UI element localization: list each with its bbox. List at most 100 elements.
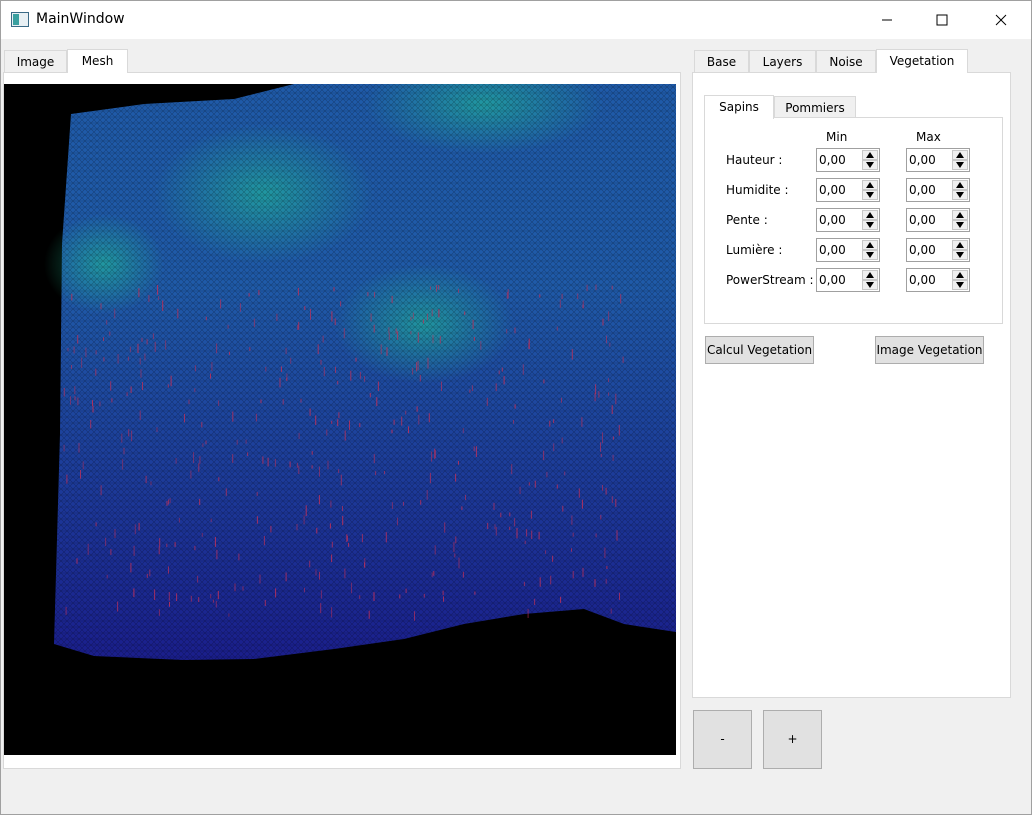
spin-down-button[interactable]	[862, 220, 878, 230]
title-bar[interactable]: MainWindow	[1, 1, 1031, 39]
tab-pommiers[interactable]: Pommiers	[774, 96, 856, 119]
terrain-wireframe	[54, 84, 676, 660]
spin-down-button[interactable]	[952, 190, 968, 200]
tab-sapins[interactable]: Sapins	[704, 95, 774, 119]
arrow-down-icon	[956, 252, 964, 258]
param-label: Humidite :	[726, 183, 789, 197]
spinbox-value: 0,00	[909, 153, 936, 167]
arrow-down-icon	[866, 222, 874, 228]
spinbox-arrows	[862, 180, 878, 200]
spin-up-button[interactable]	[862, 180, 878, 190]
spinbox-arrows	[862, 270, 878, 290]
spin-up-button[interactable]	[952, 150, 968, 160]
tab-noise[interactable]: Noise	[816, 50, 876, 73]
spinbox-arrows	[862, 210, 878, 230]
spinbox-value: 0,00	[909, 213, 936, 227]
param-max-spinbox[interactable]: 0,00	[906, 268, 970, 292]
mesh-viewport[interactable]	[4, 84, 676, 755]
spin-up-button[interactable]	[862, 210, 878, 220]
spin-down-button[interactable]	[862, 190, 878, 200]
maximize-icon	[936, 14, 948, 26]
spinbox-value: 0,00	[819, 273, 846, 287]
arrow-up-icon	[956, 272, 964, 278]
arrow-down-icon	[866, 252, 874, 258]
image-vegetation-button[interactable]: Image Vegetation	[875, 336, 984, 364]
spinbox-arrows	[862, 150, 878, 170]
minimize-icon	[882, 19, 892, 21]
zoom-out-button[interactable]: -	[693, 710, 752, 769]
terrain-mesh-render	[44, 84, 676, 660]
spinbox-arrows	[952, 270, 968, 290]
arrow-down-icon	[956, 192, 964, 198]
spinbox-value: 0,00	[819, 153, 846, 167]
calcul-vegetation-button[interactable]: Calcul Vegetation	[705, 336, 814, 364]
arrow-up-icon	[866, 152, 874, 158]
arrow-up-icon	[956, 242, 964, 248]
spinbox-arrows	[952, 180, 968, 200]
tab-layers[interactable]: Layers	[749, 50, 816, 73]
spin-up-button[interactable]	[952, 270, 968, 280]
vegetation-markers	[63, 284, 624, 621]
spin-down-button[interactable]	[862, 280, 878, 290]
param-min-spinbox[interactable]: 0,00	[816, 208, 880, 232]
spinbox-value: 0,00	[909, 243, 936, 257]
spinbox-value: 0,00	[819, 213, 846, 227]
param-max-spinbox[interactable]: 0,00	[906, 208, 970, 232]
close-button[interactable]	[978, 1, 1024, 39]
arrow-up-icon	[866, 272, 874, 278]
arrow-up-icon	[866, 242, 874, 248]
arrow-down-icon	[956, 222, 964, 228]
spinbox-value: 0,00	[909, 273, 936, 287]
arrow-up-icon	[956, 182, 964, 188]
param-min-spinbox[interactable]: 0,00	[816, 178, 880, 202]
param-label: Hauteur :	[726, 153, 783, 167]
spinbox-value: 0,00	[909, 183, 936, 197]
tab-image[interactable]: Image	[4, 50, 67, 73]
spinbox-arrows	[952, 240, 968, 260]
arrow-up-icon	[866, 212, 874, 218]
arrow-up-icon	[866, 182, 874, 188]
spin-up-button[interactable]	[862, 240, 878, 250]
spin-down-button[interactable]	[952, 220, 968, 230]
spin-down-button[interactable]	[862, 250, 878, 260]
spinbox-arrows	[952, 150, 968, 170]
param-max-spinbox[interactable]: 0,00	[906, 148, 970, 172]
tab-vegetation[interactable]: Vegetation	[876, 49, 968, 73]
spin-down-button[interactable]	[952, 280, 968, 290]
spin-down-button[interactable]	[952, 250, 968, 260]
spinbox-value: 0,00	[819, 183, 846, 197]
arrow-up-icon	[956, 212, 964, 218]
spin-up-button[interactable]	[952, 180, 968, 190]
param-min-spinbox[interactable]: 0,00	[816, 238, 880, 262]
maximize-button[interactable]	[919, 1, 965, 39]
arrow-up-icon	[956, 152, 964, 158]
close-icon	[995, 14, 1007, 26]
spin-down-button[interactable]	[862, 160, 878, 170]
param-min-spinbox[interactable]: 0,00	[816, 148, 880, 172]
param-label: Lumière :	[726, 243, 783, 257]
param-min-spinbox[interactable]: 0,00	[816, 268, 880, 292]
spinbox-arrows	[862, 240, 878, 260]
arrow-down-icon	[956, 162, 964, 168]
spin-up-button[interactable]	[952, 210, 968, 220]
spinbox-arrows	[952, 210, 968, 230]
arrow-down-icon	[866, 282, 874, 288]
min-column-header: Min	[826, 130, 848, 144]
param-label: Pente :	[726, 213, 768, 227]
spin-up-button[interactable]	[862, 150, 878, 160]
spin-up-button[interactable]	[862, 270, 878, 280]
tab-mesh[interactable]: Mesh	[67, 49, 128, 73]
tab-base[interactable]: Base	[694, 50, 749, 73]
window-app-icon	[11, 12, 29, 27]
spin-up-button[interactable]	[952, 240, 968, 250]
param-max-spinbox[interactable]: 0,00	[906, 178, 970, 202]
arrow-down-icon	[956, 282, 964, 288]
zoom-in-button[interactable]: +	[763, 710, 822, 769]
spin-down-button[interactable]	[952, 160, 968, 170]
arrow-down-icon	[866, 192, 874, 198]
window-title: MainWindow	[36, 11, 125, 27]
arrow-down-icon	[866, 162, 874, 168]
param-max-spinbox[interactable]: 0,00	[906, 238, 970, 262]
minimize-button[interactable]	[864, 1, 910, 39]
